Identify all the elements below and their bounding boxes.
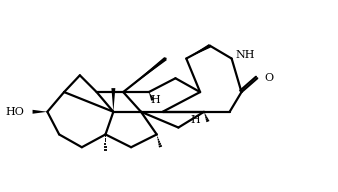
Text: H: H [190,115,200,125]
Polygon shape [123,57,167,92]
Text: O: O [264,73,273,83]
Polygon shape [32,110,47,114]
Polygon shape [186,44,211,59]
Text: NH: NH [236,50,255,60]
Text: HO: HO [6,107,25,117]
Text: H: H [151,95,161,105]
Polygon shape [112,88,115,112]
